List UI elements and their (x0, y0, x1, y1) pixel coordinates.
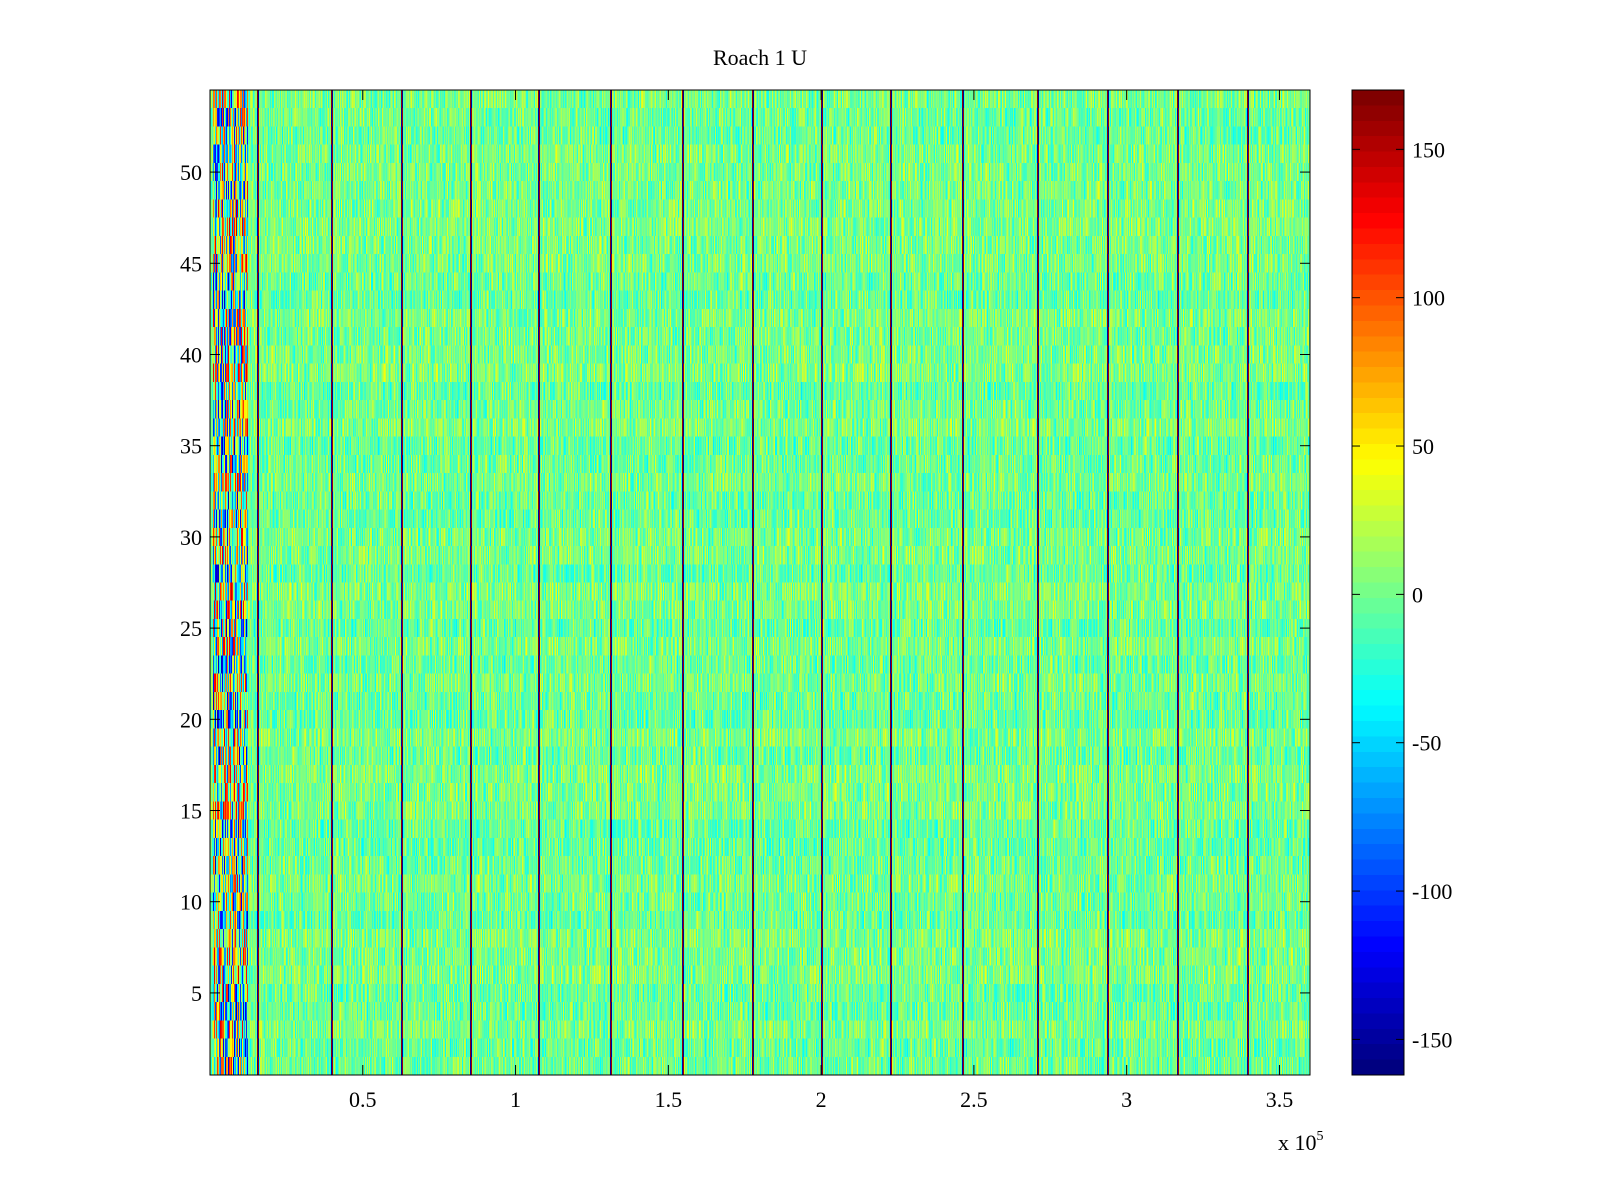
x-tick-label: 1.5 (655, 1087, 683, 1112)
x-tick-label: 3 (1121, 1087, 1132, 1112)
colorbar-tick-label: 100 (1412, 286, 1445, 311)
y-tick-label: 15 (180, 799, 202, 824)
colorbar-tick-label: -50 (1412, 731, 1441, 756)
colorbar-image (1352, 90, 1404, 1075)
y-tick-label: 5 (191, 981, 202, 1006)
y-tick-label: 50 (180, 160, 202, 185)
x-tick-label: 1 (510, 1087, 521, 1112)
y-tick-label: 45 (180, 251, 202, 276)
plot-frame (209, 89, 1311, 1076)
x-tick-label: 0.5 (349, 1087, 377, 1112)
colorbar-tick-label: 50 (1412, 434, 1434, 459)
x-tick-label: 2 (816, 1087, 827, 1112)
y-tick-label: 10 (180, 890, 202, 915)
y-tick-label: 25 (180, 616, 202, 641)
x-multiplier-label: x 105 (1278, 1129, 1324, 1155)
x-tick-label: 2.5 (960, 1087, 988, 1112)
x-axis-ticks: 0.5 1 1.5 2 2.5 3 3.5 (349, 90, 1293, 1112)
colorbar-tick-label: -100 (1412, 879, 1452, 904)
y-axis-ticks: 5 10 15 20 25 30 35 40 45 50 (180, 160, 1310, 1006)
colorbar-ticks: 150 100 50 0 -50 -100 -150 (1352, 137, 1452, 1052)
colorbar-tick-label: 150 (1412, 137, 1445, 162)
y-tick-label: 35 (180, 434, 202, 459)
heatmap-image (210, 90, 1310, 1075)
y-tick-label: 40 (180, 342, 202, 367)
colorbar-tick-label: 0 (1412, 582, 1423, 607)
y-tick-label: 30 (180, 525, 202, 550)
x-multiplier-exponent: 5 (1317, 1129, 1324, 1144)
x-multiplier-base: x 10 (1278, 1130, 1317, 1155)
colorbar-tick-label: -150 (1412, 1027, 1452, 1052)
y-tick-label: 20 (180, 707, 202, 732)
x-tick-label: 3.5 (1266, 1087, 1294, 1112)
colorbar-frame (1351, 89, 1405, 1076)
chart-title: Roach 1 U (713, 45, 807, 70)
